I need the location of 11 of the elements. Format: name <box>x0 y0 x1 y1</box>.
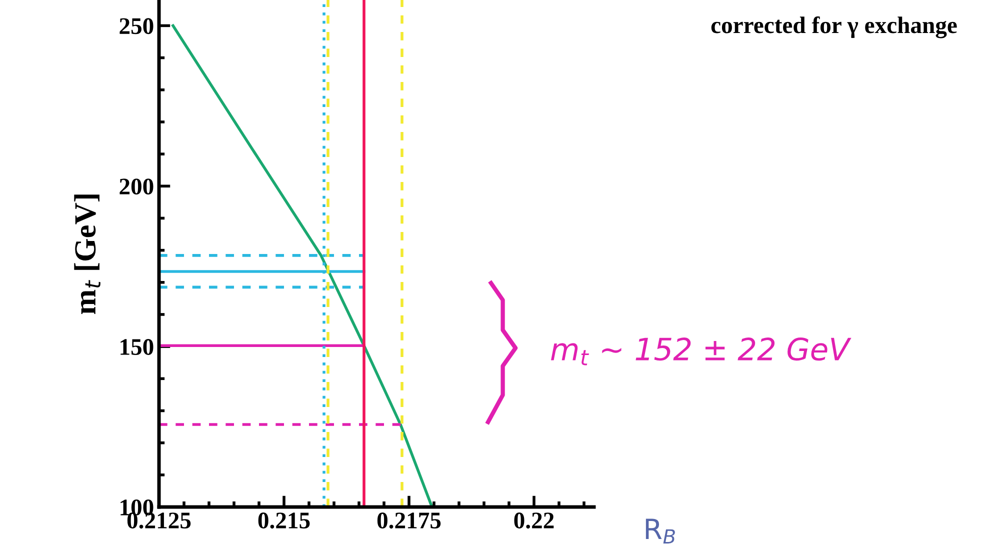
y-tick-label: 150 <box>120 339 154 355</box>
x-axis-title: R$_{B}$ <box>646 518 675 544</box>
y-tick-label: 200 <box>120 178 154 195</box>
x-tick-label: 0.22 <box>514 512 554 529</box>
y-tick-label: 250 <box>120 18 154 34</box>
x-tick-label: 0.2175 <box>377 512 441 529</box>
line-series <box>172 24 434 507</box>
y-axis-title: m$_{t}$ [GeV] <box>74 194 100 314</box>
text: corrected for γ exchange <box>711 16 957 38</box>
annotation: m$_{t}$ ~ 152 ± 22 GeV <box>550 338 852 366</box>
x-tick-label: 0.215 <box>258 512 310 529</box>
